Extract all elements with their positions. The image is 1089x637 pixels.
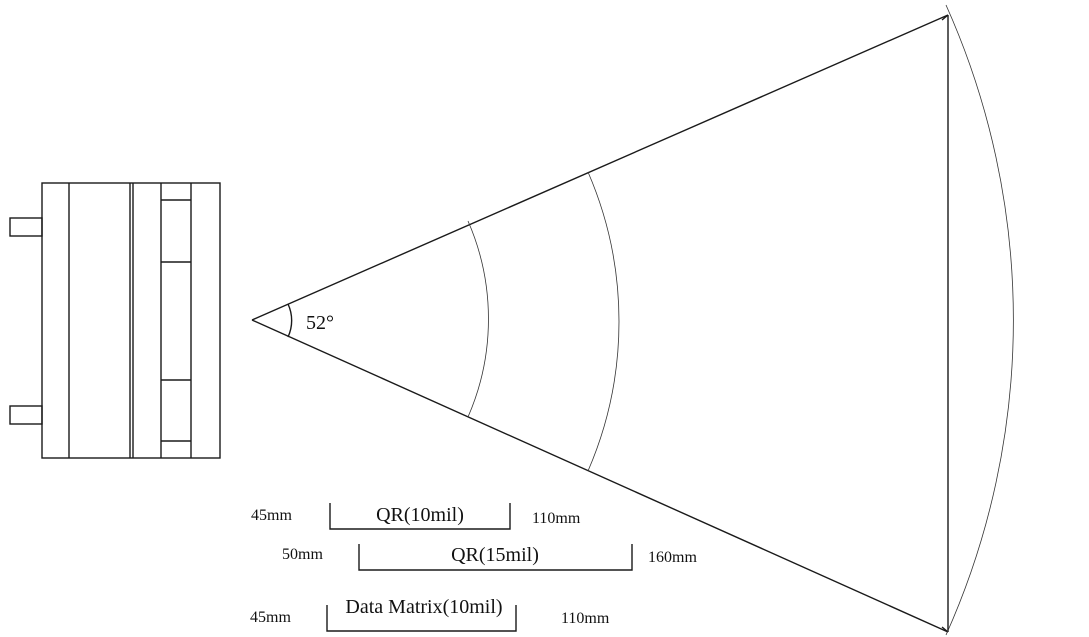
range-bar-qr-15mil: 50mm QR(15mil) 160mm bbox=[282, 544, 697, 571]
fov-lower-edge bbox=[251, 319, 949, 633]
fov-corner-tick bbox=[941, 14, 949, 21]
range-arc-near bbox=[467, 220, 489, 418]
angle-label: 52° bbox=[306, 312, 334, 334]
range-arc-mid bbox=[587, 171, 620, 472]
device-body bbox=[41, 182, 221, 459]
range-bracket bbox=[358, 544, 633, 571]
range-arc-far bbox=[945, 4, 1014, 636]
far-distance-label: 110mm bbox=[532, 510, 581, 527]
code-type-label: QR(10mil) bbox=[376, 504, 464, 526]
scanner-device bbox=[9, 182, 221, 459]
code-type-label: Data Matrix(10mil) bbox=[345, 596, 502, 618]
mount-tab-bottom bbox=[9, 405, 43, 425]
angle-arc bbox=[287, 303, 293, 338]
fov-corner-tick bbox=[941, 626, 949, 633]
fov-upper-edge bbox=[251, 14, 949, 321]
range-bracket bbox=[329, 503, 511, 530]
range-bar-qr-10mil: 45mm QR(10mil) 110mm bbox=[251, 503, 581, 530]
mount-tab-top bbox=[9, 217, 43, 237]
far-distance-label: 110mm bbox=[561, 610, 610, 627]
near-distance-label: 45mm bbox=[251, 507, 292, 524]
near-distance-label: 45mm bbox=[250, 609, 291, 626]
range-bar-data-matrix-10mil: 45mm Data Matrix(10mil) 110mm bbox=[250, 596, 610, 632]
range-legend: 45mm QR(10mil) 110mm 50mm QR(15mil) 160m… bbox=[250, 503, 697, 632]
near-distance-label: 50mm bbox=[282, 546, 323, 563]
range-bracket bbox=[326, 605, 517, 632]
code-type-label: QR(15mil) bbox=[451, 544, 539, 566]
far-distance-label: 160mm bbox=[648, 549, 697, 566]
field-of-view: 52° bbox=[251, 4, 1014, 636]
